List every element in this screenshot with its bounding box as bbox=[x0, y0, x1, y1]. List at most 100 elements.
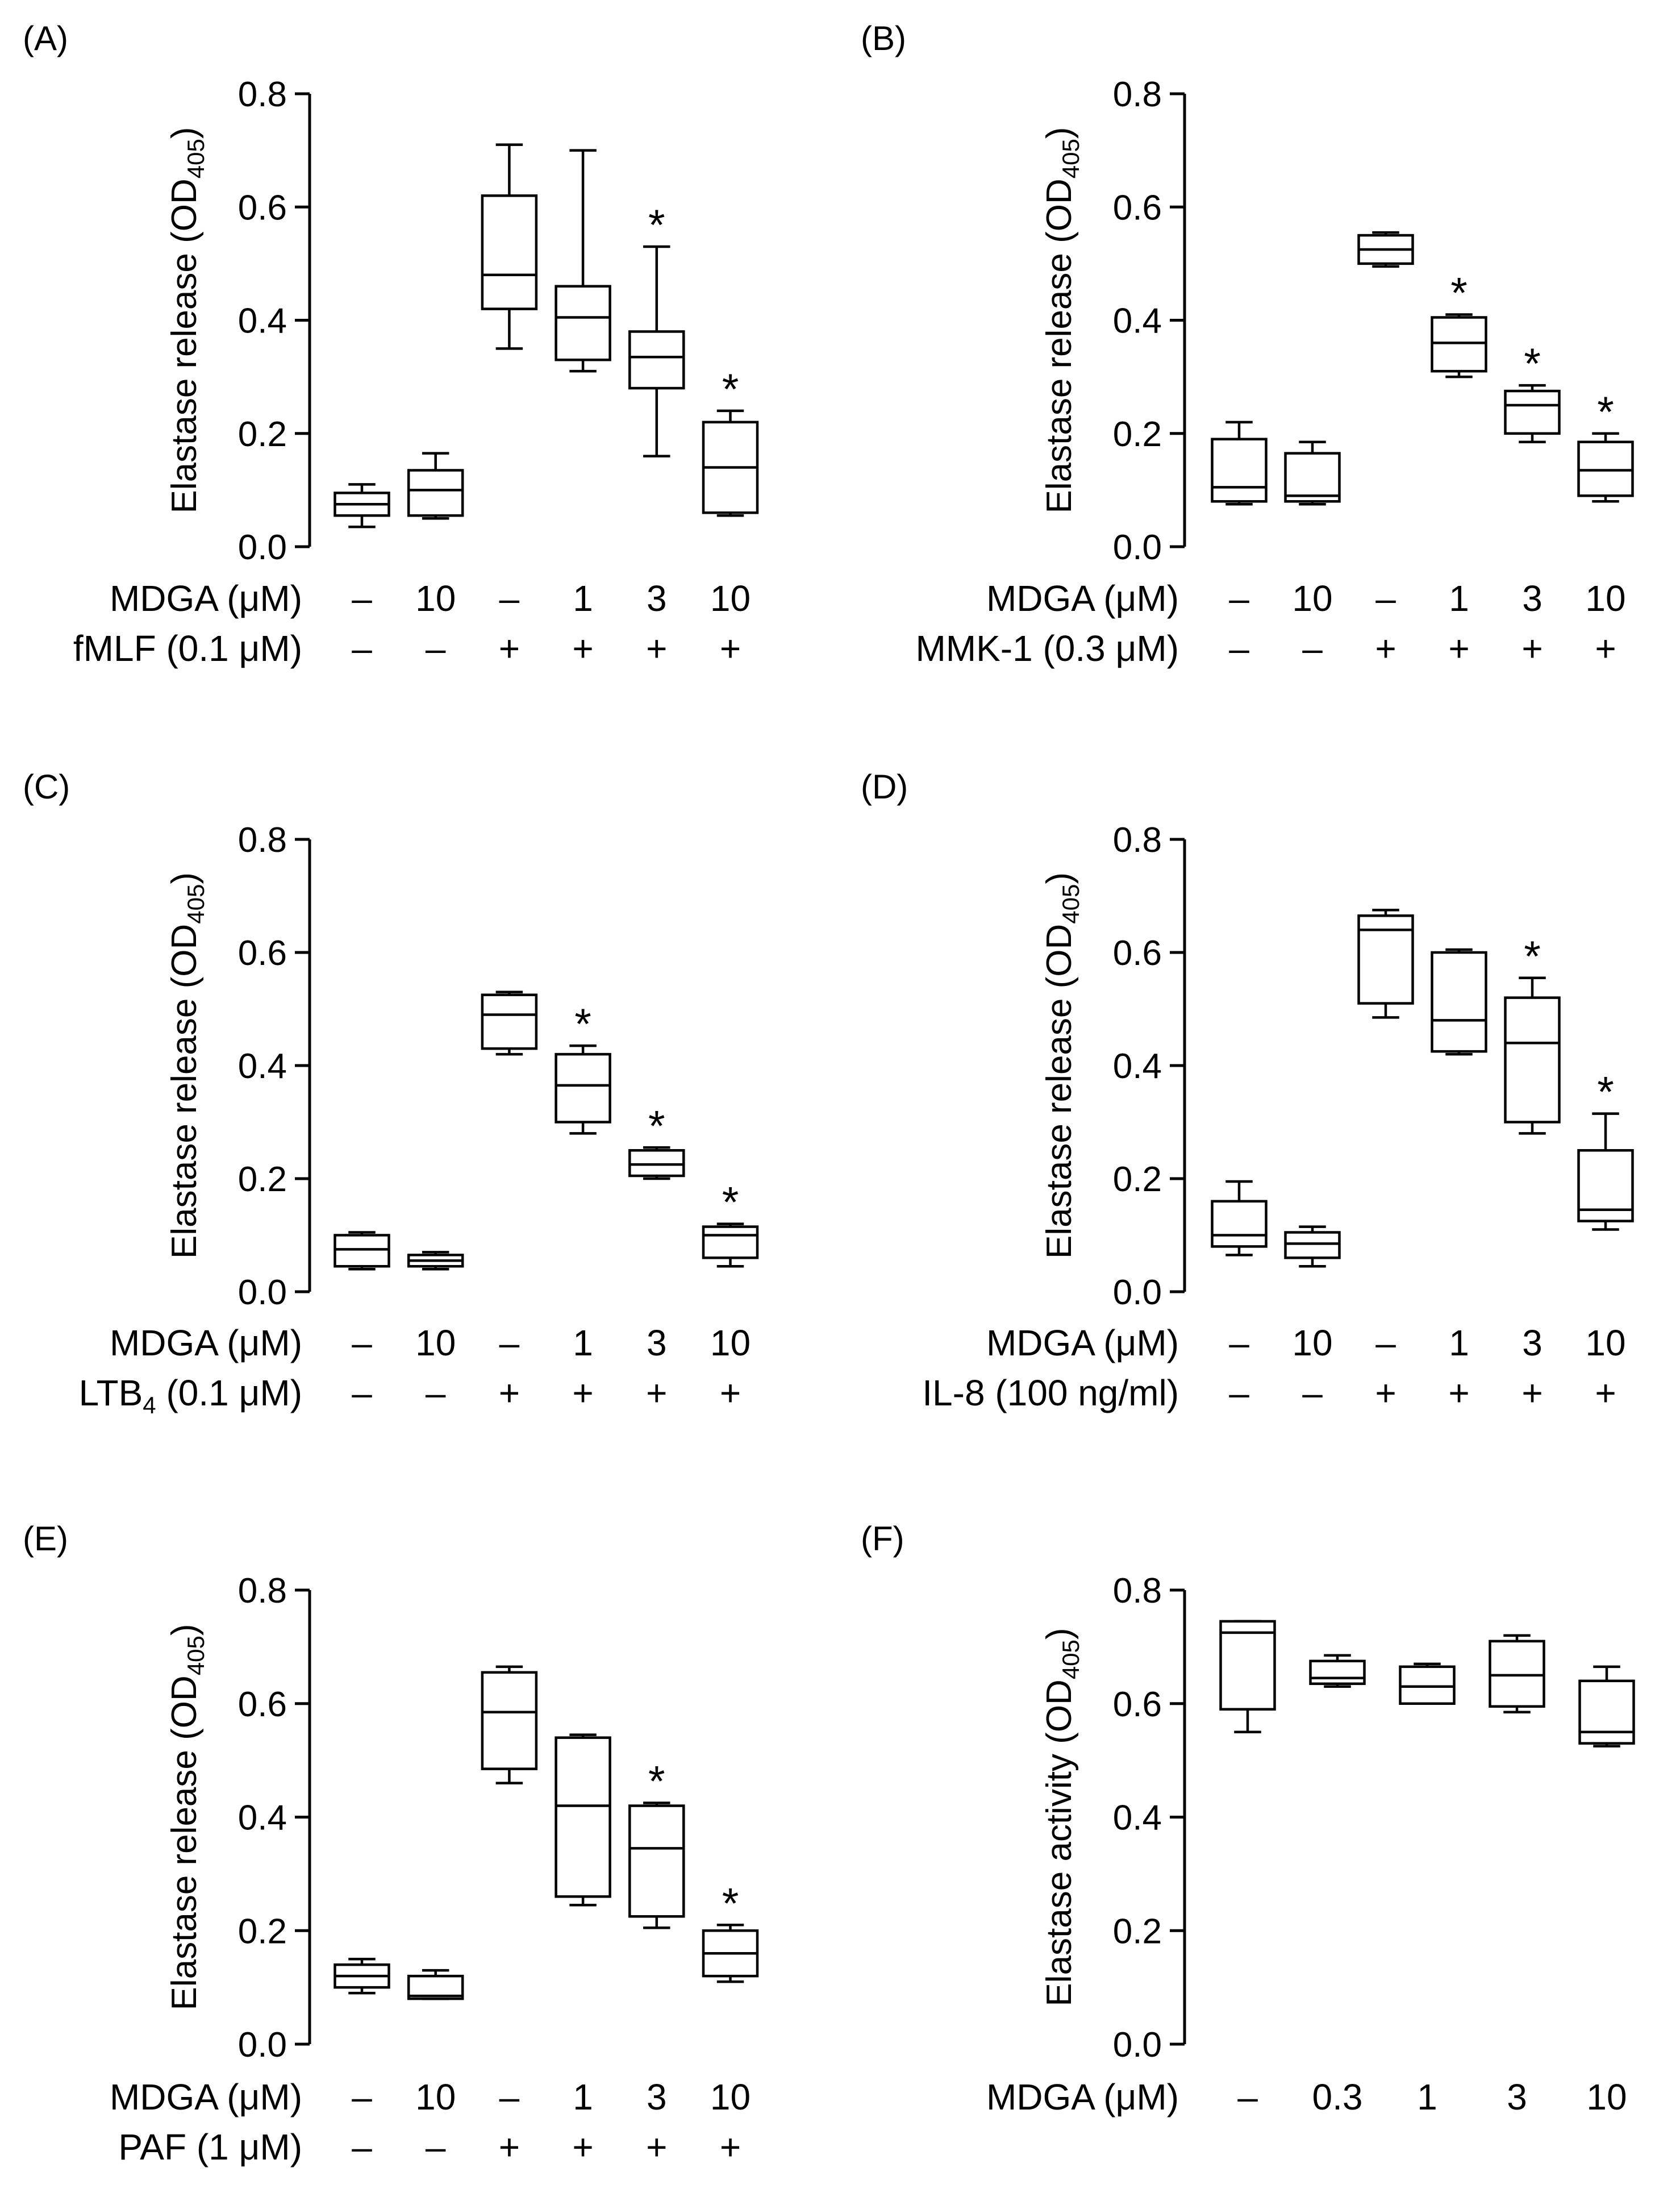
box-iqr bbox=[1504, 996, 1561, 1124]
box-iqr bbox=[407, 469, 464, 517]
box-iqr bbox=[1309, 1659, 1366, 1686]
box-4 bbox=[1431, 948, 1487, 1056]
box-5: * bbox=[628, 1758, 685, 1929]
box-iqr bbox=[1211, 438, 1268, 503]
y-tick-label: 0.0 bbox=[1113, 2025, 1162, 2065]
panel-c: (C) 0.0 0.2 0.4 0.6 0.8 Elastase release (OD40… bbox=[23, 768, 759, 1418]
row-value: + bbox=[646, 628, 667, 669]
box-3 bbox=[1357, 231, 1414, 268]
box-6: * bbox=[702, 1179, 759, 1268]
row-value: – bbox=[499, 2077, 520, 2117]
row-value: – bbox=[1302, 1372, 1323, 1413]
row-value: + bbox=[499, 2127, 520, 2167]
row-label: LTB4 (0.1 μM) bbox=[79, 1372, 302, 1418]
row-label: IL-8 (100 ng/ml) bbox=[922, 1372, 1179, 1413]
y-axis-title: Elastase activity (OD405) bbox=[1040, 1628, 1084, 2006]
significance-star: * bbox=[648, 1758, 665, 1806]
y-tick-label: 0.0 bbox=[1113, 1273, 1162, 1312]
box-iqr bbox=[1219, 1620, 1276, 1711]
box-iqr bbox=[555, 1736, 611, 1898]
y-axis-title: Elastase release (OD405) bbox=[1040, 872, 1084, 1259]
panel-label: (C) bbox=[23, 768, 70, 806]
box-4: * bbox=[555, 1000, 611, 1135]
y-tick-label: 0.4 bbox=[238, 1799, 287, 1838]
row-value: – bbox=[1302, 628, 1323, 669]
panel-f: (F) 0.0 0.2 0.4 0.6 0.8 Elastase activity (OD4… bbox=[861, 1520, 1635, 2117]
panel-b: (B) 0.0 0.2 0.4 0.6 0.8 Elastase release (OD40… bbox=[861, 19, 1634, 669]
row-value: 1 bbox=[573, 2077, 593, 2117]
row-value: – bbox=[352, 1372, 372, 1413]
row-value: – bbox=[1229, 1372, 1249, 1413]
box-6: * bbox=[702, 365, 759, 517]
y-tick-label: 0.8 bbox=[1113, 75, 1162, 114]
box-4: * bbox=[1431, 269, 1487, 378]
y-tick-label: 0.6 bbox=[238, 188, 287, 227]
row-label: MDGA (μM) bbox=[986, 578, 1179, 619]
y-tick-label: 0.8 bbox=[1113, 821, 1162, 860]
row-label: MDGA (μM) bbox=[986, 2077, 1179, 2117]
row-value: – bbox=[1375, 578, 1396, 619]
row-value: 3 bbox=[647, 578, 667, 619]
box-iqr bbox=[628, 1149, 685, 1178]
y-tick-label: 0.8 bbox=[238, 75, 287, 114]
box-iqr bbox=[1431, 951, 1487, 1053]
box-4 bbox=[555, 149, 611, 373]
box-iqr bbox=[481, 194, 538, 310]
box-2 bbox=[1284, 1225, 1341, 1268]
box-6: * bbox=[1577, 388, 1634, 503]
row-value: + bbox=[572, 628, 593, 669]
y-tick-label: 0.4 bbox=[238, 302, 287, 341]
row-value: – bbox=[352, 578, 372, 619]
box-5: * bbox=[1504, 933, 1561, 1135]
significance-star: * bbox=[648, 1102, 665, 1150]
panel-label: (E) bbox=[23, 1520, 68, 1558]
panel-label: (A) bbox=[23, 19, 68, 57]
y-tick-label: 0.4 bbox=[1113, 1047, 1162, 1086]
box-6: * bbox=[702, 1879, 759, 1983]
box-iqr bbox=[481, 993, 538, 1050]
y-tick-label: 0.4 bbox=[1113, 1799, 1162, 1838]
box-iqr bbox=[555, 285, 611, 361]
row-label: MDGA (μM) bbox=[986, 1322, 1179, 1363]
row-value: + bbox=[1375, 628, 1396, 669]
row-value: 10 bbox=[1585, 1322, 1625, 1363]
panel-a: (A) 0.0 0.2 0.4 0.6 0.8 Elastase release (OD40… bbox=[23, 19, 759, 669]
row-value: + bbox=[1448, 1372, 1469, 1413]
box-1 bbox=[334, 1957, 390, 1995]
y-tick-label: 0.2 bbox=[1113, 1912, 1162, 1951]
row-value: + bbox=[646, 2127, 667, 2167]
y-tick-label: 0.2 bbox=[238, 1912, 287, 1951]
panel-label: (D) bbox=[861, 768, 908, 806]
y-tick-label: 0.2 bbox=[1113, 415, 1162, 454]
box-2 bbox=[1284, 440, 1341, 506]
row-value: – bbox=[352, 2077, 372, 2117]
row-value: + bbox=[572, 2127, 593, 2167]
y-axis-title: Elastase release (OD405) bbox=[165, 127, 209, 514]
box-iqr bbox=[555, 1052, 611, 1124]
box-3 bbox=[481, 143, 538, 350]
significance-star: * bbox=[1597, 1068, 1614, 1117]
y-tick-label: 0.8 bbox=[1113, 1571, 1162, 1611]
box-5 bbox=[1578, 1665, 1635, 1748]
box-3 bbox=[1357, 909, 1414, 1019]
row-value: – bbox=[426, 1372, 446, 1413]
box-3 bbox=[481, 991, 538, 1056]
y-tick-label: 0.2 bbox=[238, 415, 287, 454]
row-value: – bbox=[426, 2127, 446, 2167]
y-tick-label: 0.2 bbox=[1113, 1160, 1162, 1199]
box-2 bbox=[407, 1969, 464, 2000]
y-axis-title: Elastase release (OD405) bbox=[165, 1624, 209, 2011]
row-label: MDGA (μM) bbox=[110, 2077, 302, 2117]
significance-star: * bbox=[722, 365, 739, 414]
row-value: – bbox=[499, 578, 520, 619]
row-value: + bbox=[720, 2127, 741, 2167]
significance-star: * bbox=[648, 201, 665, 249]
row-value: + bbox=[1595, 628, 1616, 669]
row-value: 10 bbox=[710, 1322, 751, 1363]
y-tick-label: 0.8 bbox=[238, 1571, 287, 1611]
row-value: 1 bbox=[1417, 2077, 1437, 2117]
box-iqr bbox=[334, 1234, 390, 1268]
y-tick-label: 0.0 bbox=[238, 1273, 287, 1312]
row-value: + bbox=[720, 1372, 741, 1413]
box-iqr bbox=[1431, 316, 1487, 373]
